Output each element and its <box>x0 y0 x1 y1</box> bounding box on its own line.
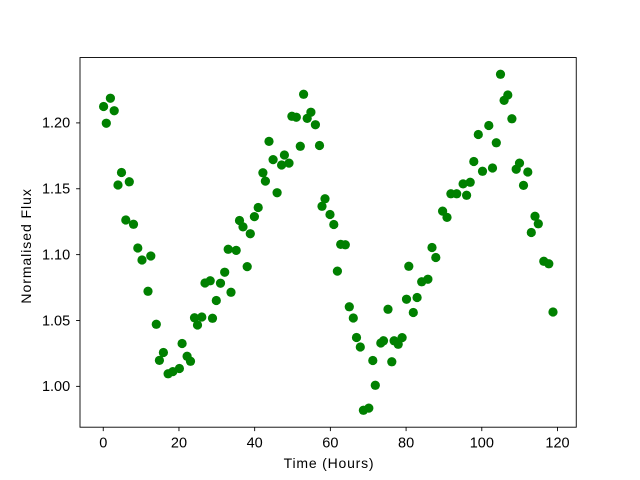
svg-text:1.05: 1.05 <box>42 313 70 329</box>
svg-text:1.10: 1.10 <box>42 247 70 263</box>
svg-text:1.00: 1.00 <box>42 379 70 395</box>
svg-text:1.20: 1.20 <box>42 116 70 132</box>
svg-text:120: 120 <box>545 436 569 452</box>
svg-text:20: 20 <box>171 436 187 452</box>
svg-text:40: 40 <box>247 436 263 452</box>
svg-text:Normalised Flux: Normalised Flux <box>18 188 34 303</box>
svg-text:1.15: 1.15 <box>42 182 70 198</box>
svg-text:80: 80 <box>398 436 414 452</box>
svg-text:0: 0 <box>99 436 107 452</box>
svg-text:Time (Hours): Time (Hours) <box>284 455 375 471</box>
svg-text:100: 100 <box>470 436 494 452</box>
svg-text:60: 60 <box>322 436 338 452</box>
